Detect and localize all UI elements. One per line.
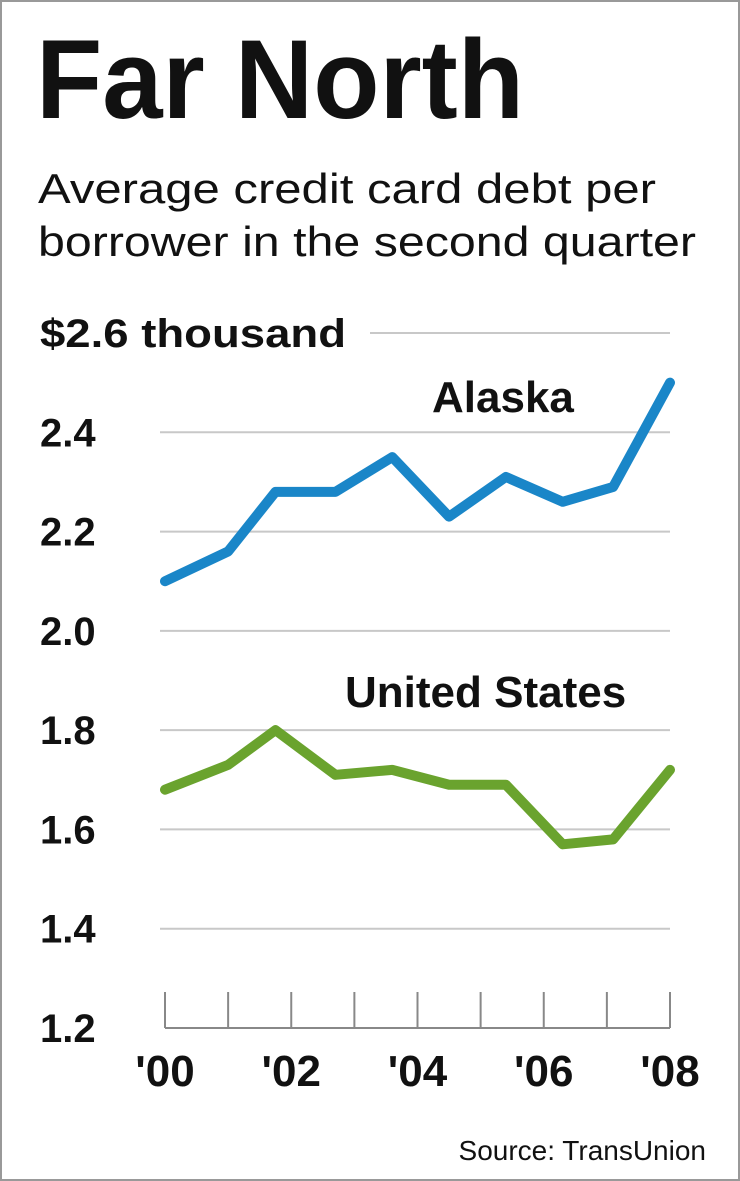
x-tick-label: '02	[262, 1047, 321, 1096]
x-tick-label: '06	[514, 1047, 573, 1096]
series-label: United States	[345, 668, 626, 717]
x-tick-label: '00	[135, 1047, 194, 1096]
y-tick-label: 1.2	[40, 1007, 96, 1051]
subtitle: Average credit card debt per	[38, 165, 656, 212]
subtitle: borrower in the second quarter	[38, 218, 696, 265]
x-tick-label: '04	[388, 1047, 448, 1096]
series-line	[160, 377, 675, 587]
series-line	[160, 725, 675, 850]
y-tick-label: 2.0	[40, 610, 96, 654]
y-tick-label: 2.4	[40, 411, 96, 455]
y-tick-label: 2.2	[40, 511, 96, 555]
y-tick-label: 1.4	[40, 908, 96, 952]
y-tick-label: 1.6	[40, 808, 96, 852]
y-tick-label: 1.8	[40, 709, 96, 753]
source: Source: TransUnion	[459, 1135, 706, 1166]
y-tick-label: $2.6 thousand	[40, 312, 346, 356]
series-label: Alaska	[432, 373, 574, 422]
x-tick-label: '08	[640, 1047, 699, 1096]
chart-title: Far North	[36, 17, 524, 142]
